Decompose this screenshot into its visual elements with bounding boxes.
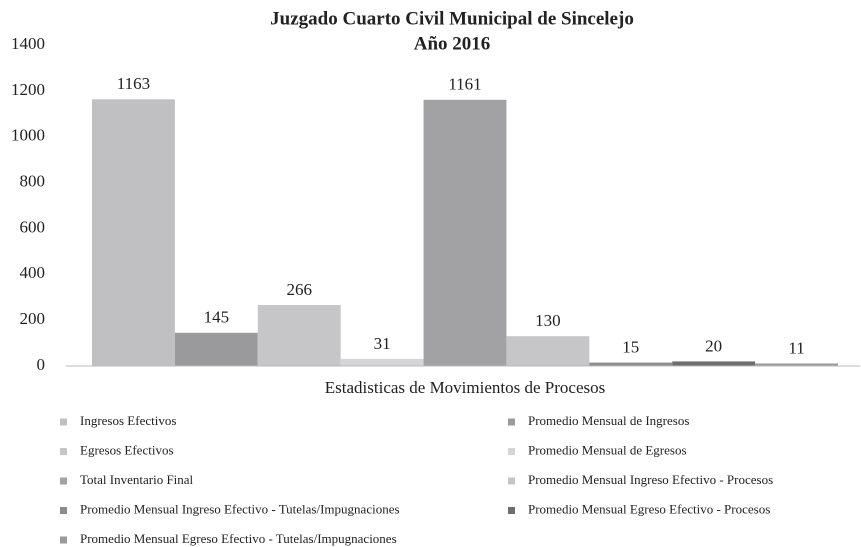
- y-tick-label: 1400: [11, 34, 45, 53]
- legend-swatch: [508, 507, 515, 514]
- legend-swatch: [60, 507, 67, 514]
- data-label: 145: [204, 308, 230, 327]
- data-label: 20: [705, 336, 722, 355]
- legend-swatch: [60, 418, 67, 426]
- y-tick-label: 800: [20, 171, 46, 190]
- y-tick-label: 1200: [11, 80, 45, 99]
- bar: [340, 358, 424, 366]
- data-label: 11: [788, 338, 804, 357]
- bar: [92, 99, 175, 367]
- bar: [423, 99, 507, 366]
- bar: [506, 336, 590, 366]
- legend-label: Ingresos Efectivos: [80, 413, 176, 428]
- data-label: 15: [622, 337, 639, 356]
- legend-swatch: [508, 418, 515, 426]
- data-label: 31: [374, 334, 391, 353]
- x-tick-label: Estadisticas de Movimientos de Procesos: [325, 378, 605, 397]
- legend-swatch: [60, 477, 67, 485]
- bar: [257, 305, 341, 366]
- bar: [672, 361, 756, 366]
- bar: [755, 363, 838, 366]
- bar: [589, 362, 673, 366]
- chart-title: Juzgado Cuarto Civil Municipal de Sincel…: [270, 8, 634, 29]
- y-tick-label: 0: [37, 355, 46, 374]
- legend-label: Promedio Mensual Ingreso Efectivo - Tute…: [80, 501, 400, 516]
- data-label: 1161: [448, 75, 481, 94]
- legend-label: Promedio Mensual de Ingresos: [528, 413, 689, 428]
- legend-swatch: [508, 448, 515, 455]
- legend-label: Promedio Mensual Egreso Efectivo - Tutel…: [80, 531, 397, 546]
- y-tick-label: 400: [20, 263, 46, 282]
- y-tick-label: 1000: [11, 126, 45, 145]
- legend-label: Promedio Mensual Egreso Efectivo - Proce…: [528, 501, 770, 516]
- legend-label: Egresos Efectivos: [80, 442, 174, 457]
- chart-subtitle: Año 2016: [414, 33, 491, 54]
- legend-label: Total Inventario Final: [80, 472, 194, 487]
- legend-label: Promedio Mensual de Egresos: [528, 442, 687, 457]
- legend-label: Promedio Mensual Ingreso Efectivo - Proc…: [528, 472, 773, 487]
- data-label: 266: [286, 280, 312, 299]
- data-label: 130: [535, 311, 561, 330]
- legend-swatch: [60, 448, 67, 455]
- y-tick-label: 600: [20, 217, 46, 236]
- bar: [174, 332, 258, 366]
- legend-swatch: [60, 536, 67, 544]
- data-label: 1163: [117, 74, 150, 93]
- legend-swatch: [508, 477, 515, 485]
- y-tick-label: 200: [20, 309, 46, 328]
